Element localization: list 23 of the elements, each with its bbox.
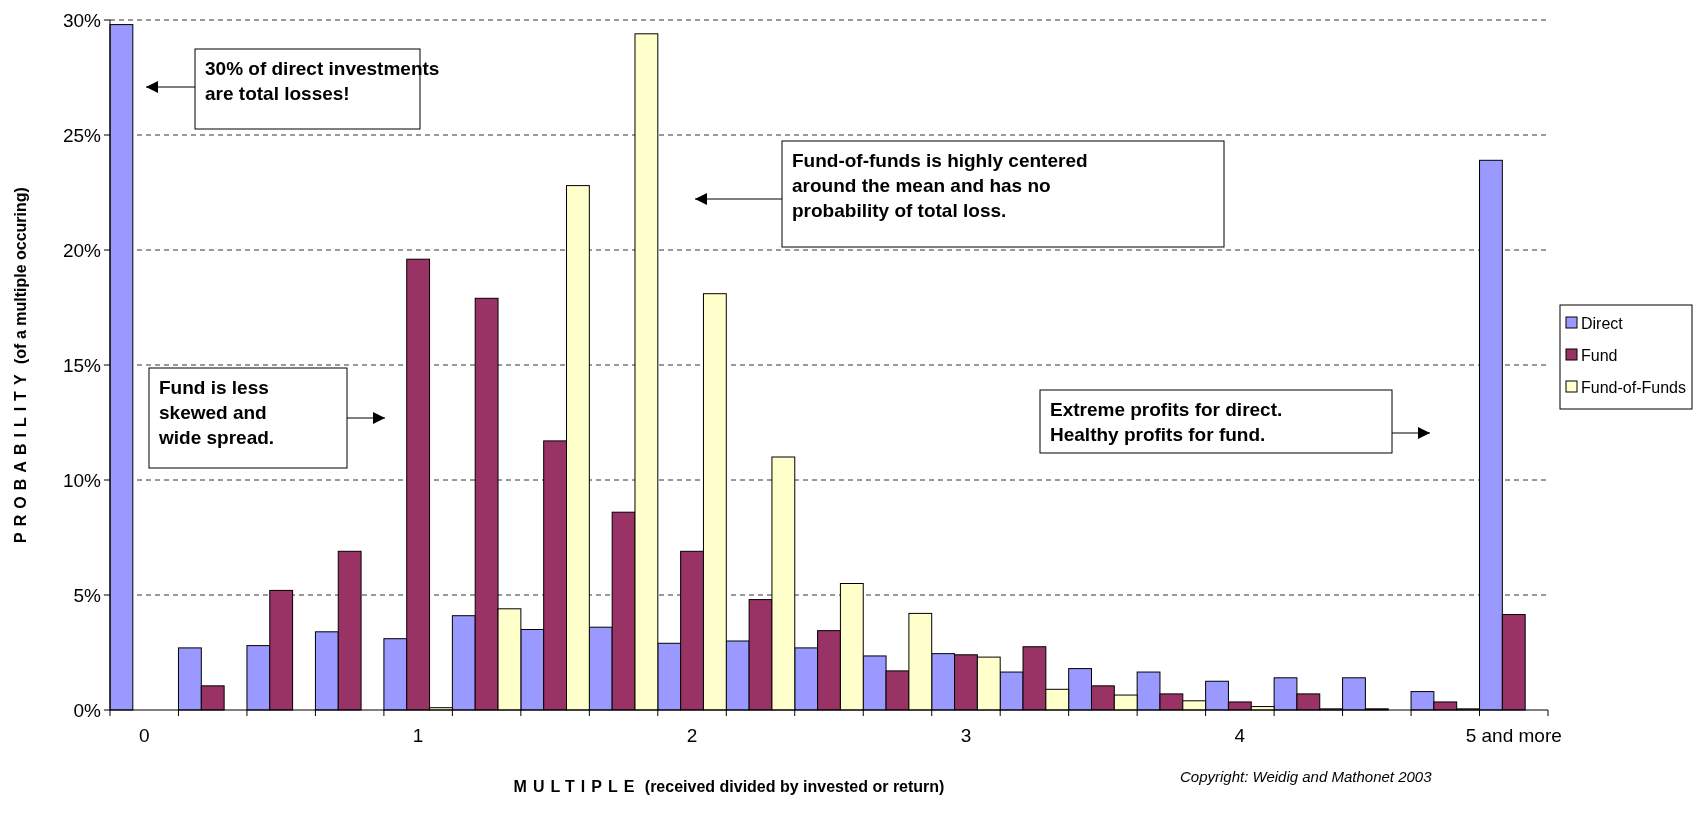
legend-label: Fund [1581, 346, 1618, 364]
x-tick-label: 5 and more [1465, 725, 1562, 746]
annotation: Extreme profits for direct. Healthy profits for fund. [1050, 399, 1283, 445]
x-axis-title: MULTIPLE (received divided by invested or return) [513, 778, 945, 795]
y-tick-label: 5% [73, 584, 102, 606]
x-tick-label: 0 [138, 725, 150, 746]
legend-label: Fund-of-Funds [1581, 378, 1686, 396]
text: Copyright: Weidig and Mathonet 2003 [1180, 768, 1433, 785]
y-tick-label: 10% [62, 469, 102, 491]
x-tick-label: 3 [960, 725, 972, 746]
y-tick-label: 30% [62, 9, 102, 31]
annotation: Fund is less skewed and wide spread. [158, 377, 275, 448]
annotation: 30% of direct investments are total losses! [205, 58, 440, 104]
y-tick-label: 15% [62, 354, 102, 376]
x-tick-label: 1 [412, 725, 424, 746]
y-tick-label: 25% [62, 124, 102, 146]
y-tick-label: 20% [62, 239, 102, 261]
x-tick-label: 4 [1234, 725, 1246, 746]
y-axis-title: PROBABILITY (of a multiple occuring) [12, 187, 29, 543]
annotation: Fund-of-funds is highly centered around the mean and has no probability of total loss. [792, 150, 1088, 221]
y-tick-label: 0% [73, 699, 102, 721]
x-tick-label: 2 [686, 725, 698, 746]
legend-label: Direct [1581, 314, 1624, 332]
